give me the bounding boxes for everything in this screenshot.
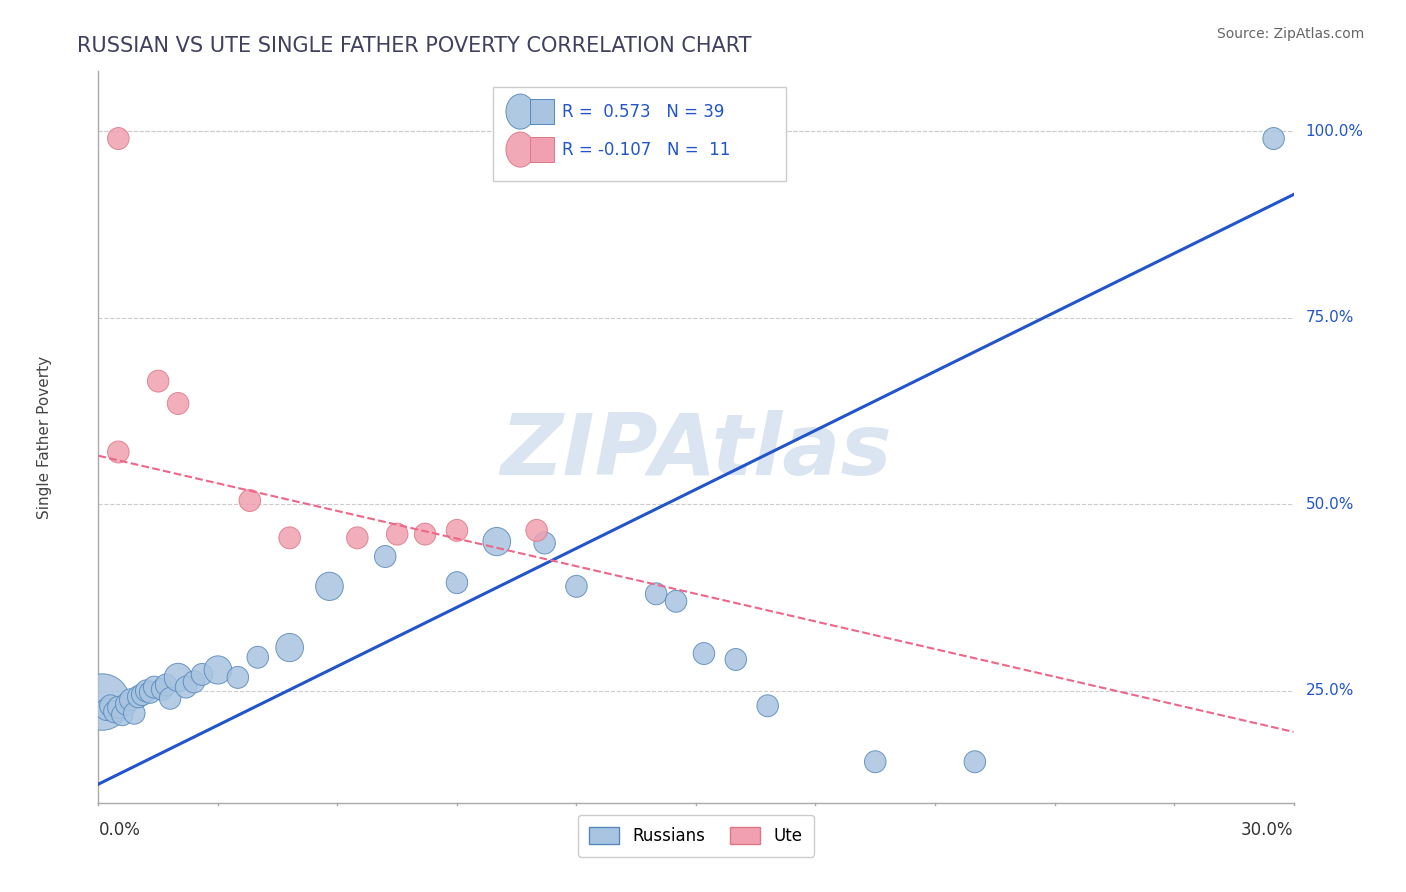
Ellipse shape xyxy=(665,591,686,612)
Ellipse shape xyxy=(111,704,134,726)
Ellipse shape xyxy=(534,533,555,554)
Ellipse shape xyxy=(124,702,145,724)
Ellipse shape xyxy=(247,647,269,668)
Text: Source: ZipAtlas.com: Source: ZipAtlas.com xyxy=(1216,27,1364,41)
Ellipse shape xyxy=(526,519,547,541)
Ellipse shape xyxy=(239,490,260,511)
Ellipse shape xyxy=(347,527,368,549)
Ellipse shape xyxy=(159,688,181,709)
Ellipse shape xyxy=(756,695,779,717)
Ellipse shape xyxy=(1263,128,1284,150)
Ellipse shape xyxy=(506,132,534,167)
Text: 25.0%: 25.0% xyxy=(1306,683,1354,698)
Ellipse shape xyxy=(156,673,177,696)
Ellipse shape xyxy=(96,698,117,721)
Ellipse shape xyxy=(165,664,193,691)
Ellipse shape xyxy=(446,572,468,593)
Ellipse shape xyxy=(152,679,173,700)
Ellipse shape xyxy=(115,693,136,715)
Ellipse shape xyxy=(415,523,436,545)
Ellipse shape xyxy=(183,671,205,693)
Ellipse shape xyxy=(104,701,125,723)
Ellipse shape xyxy=(725,648,747,671)
Text: R = -0.107   N =  11: R = -0.107 N = 11 xyxy=(562,141,731,159)
Text: 50.0%: 50.0% xyxy=(1306,497,1354,512)
Ellipse shape xyxy=(228,666,249,689)
Ellipse shape xyxy=(100,695,121,717)
Ellipse shape xyxy=(446,519,468,541)
Ellipse shape xyxy=(565,575,588,598)
Ellipse shape xyxy=(108,441,129,463)
Ellipse shape xyxy=(278,527,301,549)
Ellipse shape xyxy=(482,527,510,556)
Ellipse shape xyxy=(965,751,986,772)
Ellipse shape xyxy=(315,573,343,600)
Ellipse shape xyxy=(128,686,149,707)
Ellipse shape xyxy=(176,676,197,698)
Ellipse shape xyxy=(167,392,188,415)
Text: 100.0%: 100.0% xyxy=(1306,124,1364,138)
Text: Single Father Poverty: Single Father Poverty xyxy=(37,356,52,518)
Ellipse shape xyxy=(143,676,165,698)
Ellipse shape xyxy=(693,642,714,665)
Text: 75.0%: 75.0% xyxy=(1306,310,1354,326)
Text: 30.0%: 30.0% xyxy=(1241,822,1294,839)
FancyBboxPatch shape xyxy=(530,137,554,162)
Ellipse shape xyxy=(374,546,396,567)
Text: R =  0.573   N = 39: R = 0.573 N = 39 xyxy=(562,103,724,120)
Ellipse shape xyxy=(132,683,153,706)
Text: ZIPAtlas: ZIPAtlas xyxy=(501,410,891,493)
Ellipse shape xyxy=(108,128,129,150)
Ellipse shape xyxy=(120,689,141,711)
Ellipse shape xyxy=(506,94,534,129)
Legend: Russians, Ute: Russians, Ute xyxy=(578,815,814,856)
Ellipse shape xyxy=(108,697,129,718)
Ellipse shape xyxy=(865,751,886,772)
FancyBboxPatch shape xyxy=(530,99,554,124)
Ellipse shape xyxy=(135,680,157,702)
Ellipse shape xyxy=(204,656,232,684)
Text: RUSSIAN VS UTE SINGLE FATHER POVERTY CORRELATION CHART: RUSSIAN VS UTE SINGLE FATHER POVERTY COR… xyxy=(77,36,752,55)
Ellipse shape xyxy=(191,664,212,685)
FancyBboxPatch shape xyxy=(494,87,786,181)
Ellipse shape xyxy=(276,633,304,662)
Ellipse shape xyxy=(645,582,666,605)
Ellipse shape xyxy=(139,681,160,703)
Ellipse shape xyxy=(387,523,408,545)
Ellipse shape xyxy=(148,370,169,392)
Ellipse shape xyxy=(75,673,131,731)
Text: 0.0%: 0.0% xyxy=(98,822,141,839)
